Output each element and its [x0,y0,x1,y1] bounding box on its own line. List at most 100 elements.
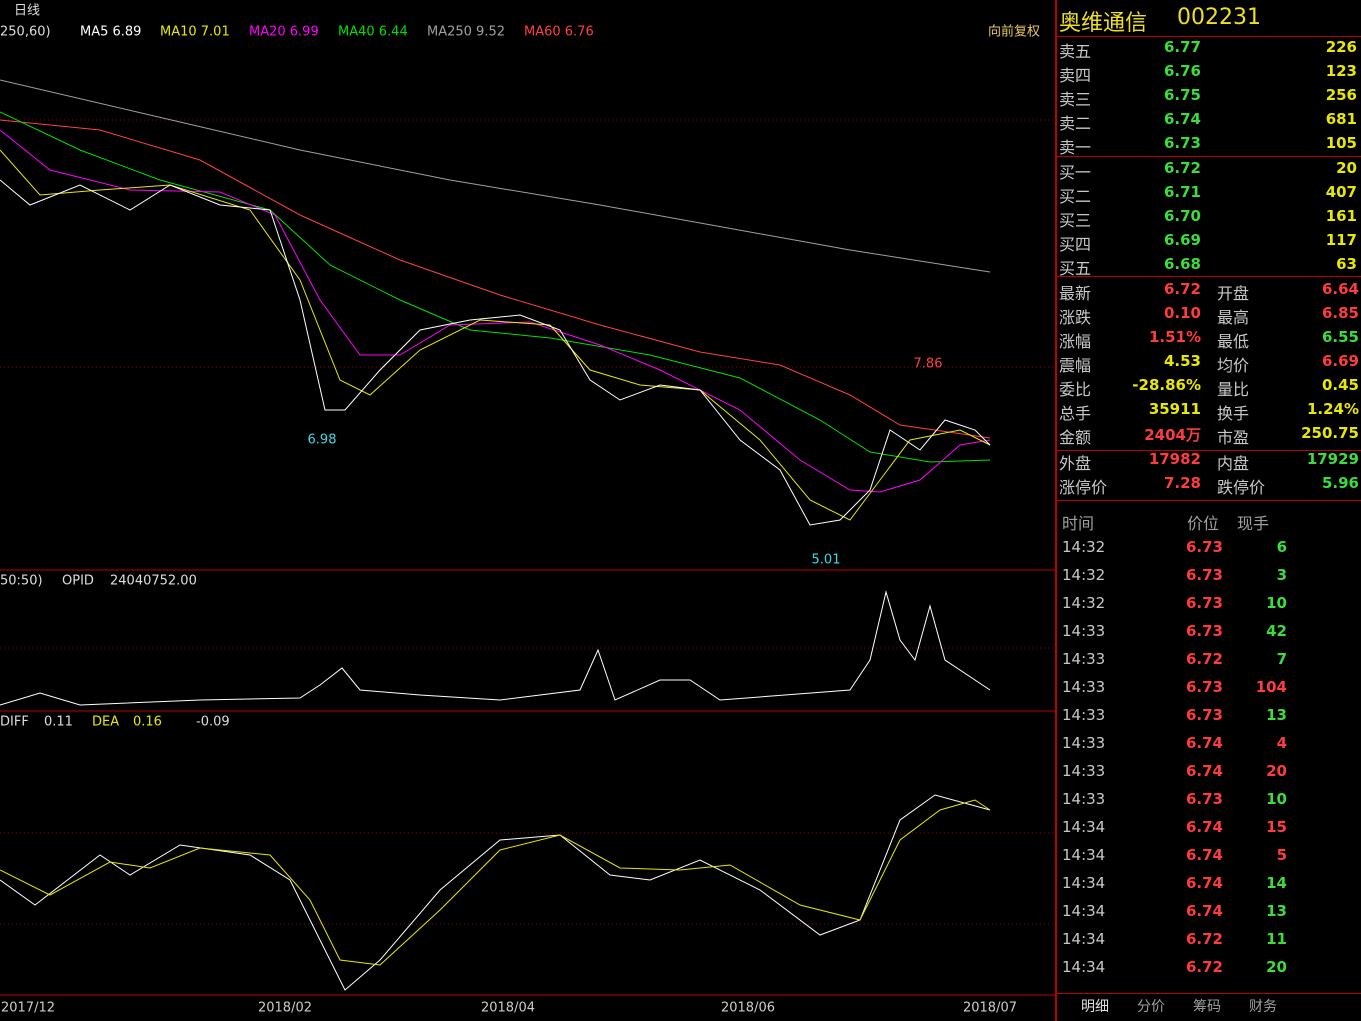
book-label: 买三 [1059,211,1092,230]
tick-price: 6.73 [1185,538,1223,556]
diff-value: 0.11 [44,715,73,730]
volume-params: 50:50) [0,574,43,589]
macd-value: -0.09 [196,715,230,730]
stat-value: 35911 [1148,400,1201,418]
book-volume: 226 [1325,38,1357,56]
tick-volume: 20 [1266,958,1287,976]
book-label: 买一 [1059,163,1092,182]
diff-label: DIFF [0,715,29,730]
tick-time: 14:33 [1062,622,1106,640]
stat-label: 跌停价 [1217,478,1266,497]
price-annotation: 5.01 [812,553,841,568]
tick-price: 6.72 [1185,650,1223,668]
tick-volume: 7 [1276,650,1287,668]
stat-label: 震幅 [1059,356,1092,375]
book-price: 6.75 [1163,86,1201,104]
ma20-line [0,129,991,493]
tick-price: 6.74 [1185,734,1223,752]
tick-time: 14:34 [1062,958,1106,976]
stat-label: 开盘 [1217,284,1250,303]
tick-time: 14:33 [1062,706,1106,724]
tick-price: 6.73 [1185,566,1223,584]
ma-params: 250,60) [0,25,51,40]
adjust-mode[interactable]: 向前复权 [988,24,1040,40]
book-label: 买五 [1059,259,1092,278]
stat-value: 0.45 [1321,376,1359,394]
period-selector[interactable]: 日线 [14,4,40,19]
tick-volume: 10 [1266,594,1287,612]
volume-value: 24040752.00 [110,574,197,589]
tick-volume: 13 [1266,902,1287,920]
ma40-line [0,111,991,463]
separator [1057,450,1361,451]
book-price: 6.76 [1163,62,1201,80]
price-annotation: 6.98 [308,433,337,448]
tick-price: 6.73 [1185,622,1223,640]
x-tick-label: 2018/02 [258,1001,312,1016]
stat-label: 涨停价 [1059,478,1108,497]
tick-price: 6.72 [1185,930,1223,948]
x-axis: 2017/12 2018/02 2018/04 2018/06 2018/07 [1,1001,1017,1016]
x-tick-label: 2018/06 [721,1001,775,1016]
x-tick-label: 2017/12 [1,1001,55,1016]
volume-line [0,590,991,706]
stat-value: 250.75 [1301,424,1359,442]
stat-value: -28.86% [1132,376,1201,394]
ma60-line [0,119,991,439]
tick-price: 6.74 [1185,818,1223,836]
book-label: 卖五 [1059,42,1092,61]
stat-value: 6.55 [1321,328,1359,346]
book-price: 6.69 [1163,231,1201,249]
separator [1057,500,1361,501]
separator [1057,276,1361,277]
tick-time: 14:34 [1062,818,1106,836]
stat-value: 17929 [1306,450,1359,468]
tick-time: 14:34 [1062,930,1106,948]
dea-value: 0.16 [133,715,162,730]
price-annotation: 7.86 [914,357,943,372]
book-label: 卖三 [1059,90,1092,109]
ma-legend-item: MA40 6.44 [338,25,408,40]
tab[interactable]: 财务 [1249,999,1277,1015]
book-volume: 117 [1325,231,1357,249]
stat-label: 量比 [1217,380,1250,399]
book-label: 卖一 [1059,138,1092,157]
dea-label: DEA [92,715,119,730]
tick-volume: 4 [1276,734,1287,752]
book-price: 6.71 [1163,183,1201,201]
stat-label: 最新 [1059,284,1092,303]
stat-value: 0.10 [1163,304,1201,322]
ma-legend-item: MA20 6.99 [249,25,319,40]
tab[interactable]: 分价 [1137,999,1165,1015]
book-price: 6.70 [1163,207,1201,225]
tick-time: 14:33 [1062,762,1106,780]
separator [1057,993,1361,994]
book-volume: 161 [1325,207,1357,225]
book-price: 6.77 [1163,38,1201,56]
tab[interactable]: 筹码 [1193,999,1221,1015]
tick-price: 6.72 [1185,958,1223,976]
tick-volume: 14 [1266,874,1287,892]
book-price: 6.73 [1163,134,1201,152]
quote-panel: 奥维通信 002231 卖五 6.77 226 卖四 6.76 123 卖三 6.75 256 卖二 6… [1057,0,1361,1021]
book-label: 买四 [1059,235,1092,254]
stat-value: 6.72 [1163,280,1201,298]
book-volume: 105 [1325,134,1357,152]
tick-volume: 10 [1266,790,1287,808]
stat-value: 7.28 [1163,474,1201,492]
ticks-header: 现手 [1237,514,1270,533]
tick-time: 14:33 [1062,790,1106,808]
book-label: 卖四 [1059,66,1092,85]
dea-line [0,799,991,966]
stat-label: 最高 [1217,308,1250,327]
stat-label: 内盘 [1217,454,1250,473]
price-line [0,179,991,526]
tick-volume: 13 [1266,706,1287,724]
tick-volume: 104 [1255,678,1287,696]
tab[interactable]: 明细 [1081,999,1109,1015]
stat-label: 外盘 [1059,454,1092,473]
tick-time: 14:34 [1062,874,1106,892]
ma-legend-item: MA250 9.52 [427,25,505,40]
stat-value: 6.85 [1321,304,1359,322]
book-label: 卖二 [1059,114,1092,133]
